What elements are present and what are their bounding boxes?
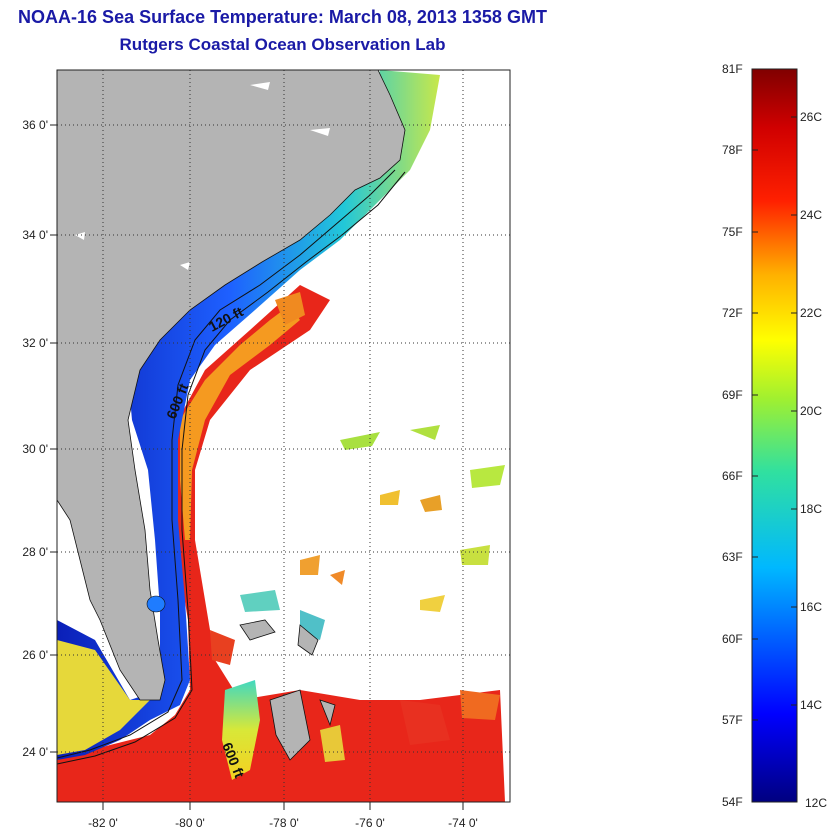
lat-label: 24 0' <box>22 745 48 759</box>
lon-label: -78 0' <box>269 816 299 830</box>
bahamas-islands <box>239 619 336 761</box>
map-ticks <box>50 124 464 810</box>
lat-label: 32 0' <box>22 336 48 350</box>
colorbar <box>751 68 798 803</box>
warm-transition <box>180 305 300 540</box>
lon-label: -76 0' <box>355 816 385 830</box>
latitude-labels: 36 0' 34 0' 32 0' 30 0' 28 0' 26 0' 24 0… <box>22 118 48 759</box>
lat-label: 28 0' <box>22 545 48 559</box>
lat-label: 26 0' <box>22 648 48 662</box>
map-subtitle: Rutgers Coastal Ocean Observation Lab <box>119 35 446 54</box>
land-mass <box>57 70 406 701</box>
lon-label: -80 0' <box>175 816 205 830</box>
shelf-water-warm <box>57 640 150 755</box>
isobath-contours <box>57 169 406 765</box>
colorbar-ticks <box>752 116 797 721</box>
lat-label: 30 0' <box>22 442 48 456</box>
lake-okeechobee <box>146 595 166 613</box>
lon-label: -74 0' <box>448 816 478 830</box>
map-title: NOAA-16 Sea Surface Temperature: March 0… <box>18 7 547 27</box>
offshore-patches <box>210 292 505 780</box>
longitude-labels: -82 0' -80 0' -78 0' -76 0' -74 0' <box>88 816 478 830</box>
inland-waters <box>75 82 330 270</box>
lat-label: 36 0' <box>22 118 48 132</box>
lat-label: 34 0' <box>22 228 48 242</box>
lon-label: -82 0' <box>88 816 118 830</box>
